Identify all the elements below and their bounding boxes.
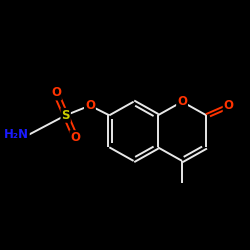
- Text: O: O: [85, 99, 95, 112]
- Text: O: O: [177, 95, 187, 108]
- Text: H₂N: H₂N: [4, 128, 29, 141]
- Text: O: O: [51, 86, 61, 100]
- Text: S: S: [62, 109, 70, 122]
- Text: O: O: [70, 131, 80, 144]
- Text: O: O: [224, 99, 234, 112]
